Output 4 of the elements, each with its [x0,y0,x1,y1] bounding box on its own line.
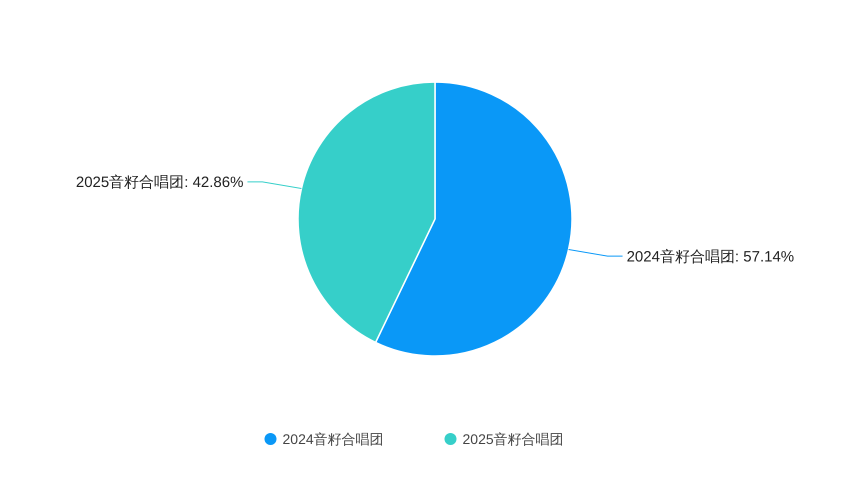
legend-label: 2025音籽合唱团 [462,430,564,447]
legend-label: 2024音籽合唱团 [282,430,384,447]
data-label: 2024音籽合唱团: 57.14% [626,248,794,266]
data-label: 2025音籽合唱团: 42.86% [76,174,244,192]
